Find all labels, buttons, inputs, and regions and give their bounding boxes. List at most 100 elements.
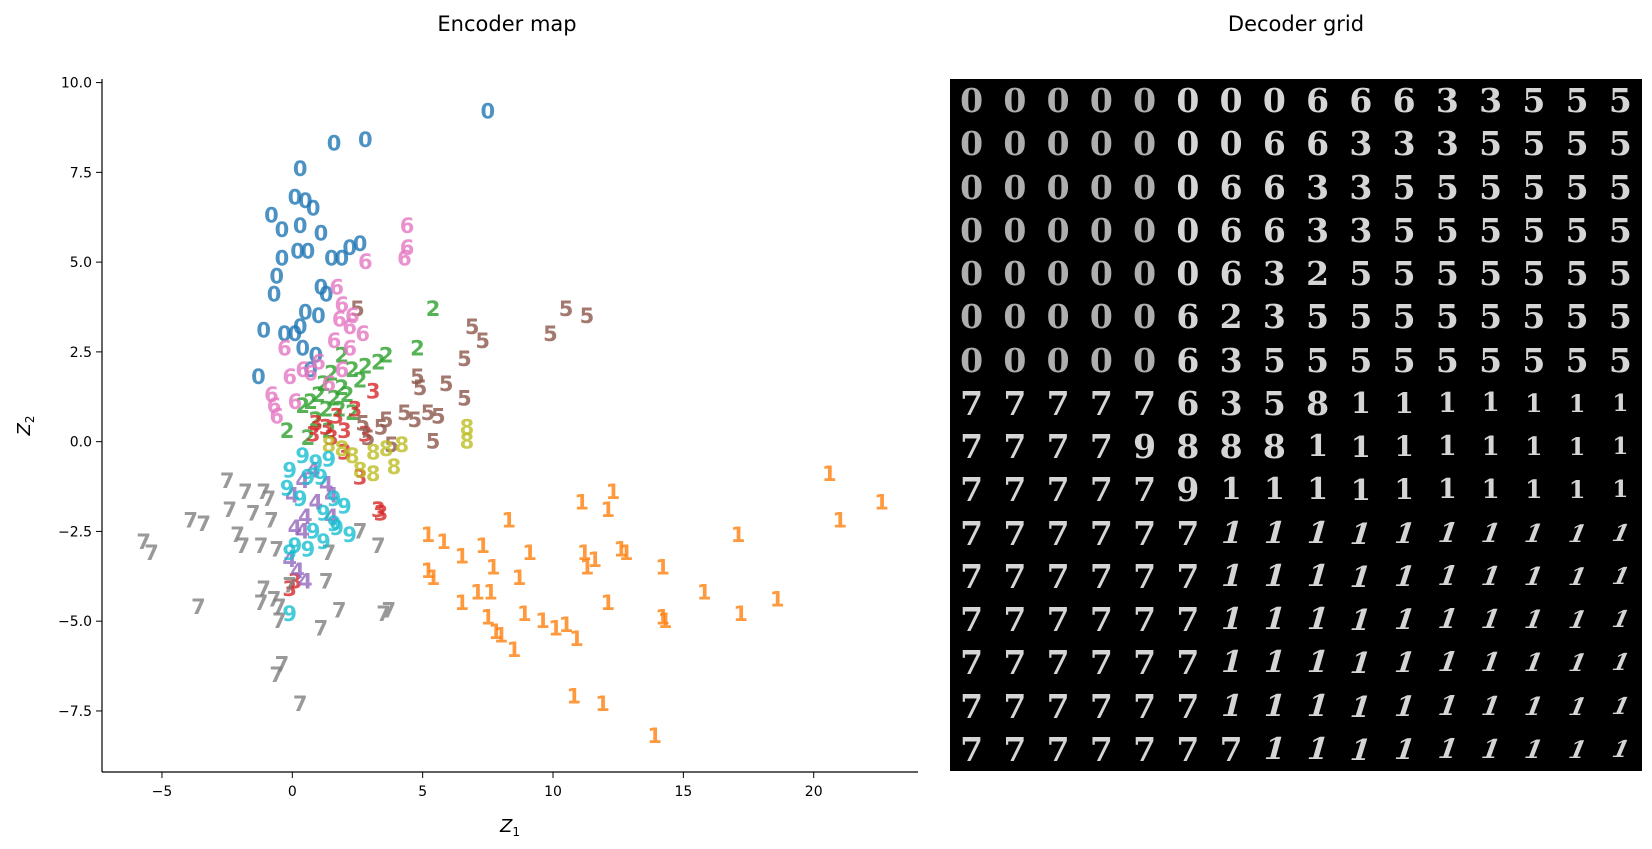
digit-marker-9: 9	[282, 458, 297, 482]
decoded-digit-cell: 0	[1046, 340, 1070, 380]
decoded-digit-cell: 7	[960, 470, 984, 510]
x-tick-label: 20	[805, 784, 823, 800]
decoded-digit-cell: 0	[1003, 340, 1027, 380]
decoded-digit-cell: 5	[1306, 297, 1330, 337]
decoded-digit-cell: 7	[1003, 513, 1027, 553]
decoded-digit-cell: 7	[960, 643, 984, 683]
digit-marker-1: 1	[600, 498, 615, 522]
decoded-digit-cell: 0	[1089, 210, 1113, 250]
digit-marker-6: 6	[342, 315, 357, 339]
digit-marker-6: 6	[295, 358, 310, 382]
decoded-digit-cell: 5	[1435, 297, 1459, 337]
digit-marker-8: 8	[460, 430, 475, 454]
decoded-digit-cell: 3	[1219, 340, 1243, 380]
decoded-digit-cell: 7	[1046, 513, 1070, 553]
digit-marker-6: 6	[327, 329, 342, 353]
digit-marker-9: 9	[314, 466, 329, 490]
digit-marker-8: 8	[394, 433, 409, 457]
decoded-digit-cell: 3	[1392, 124, 1416, 164]
digit-marker-9: 9	[295, 444, 310, 468]
decoded-digit-cell: 5	[1435, 210, 1459, 250]
decoded-digit-cell: 7	[1046, 729, 1070, 769]
digit-marker-9: 9	[301, 466, 316, 490]
digit-marker-1: 1	[559, 613, 574, 637]
x-tick-label: 10	[544, 784, 562, 800]
decoded-digit-cell: 3	[1306, 167, 1330, 207]
decoded-digit-cell: 1	[1394, 430, 1414, 464]
decoded-digit-cell: 7	[960, 686, 984, 726]
decoded-digit-cell: 0	[1176, 254, 1200, 294]
digit-marker-2: 2	[311, 383, 326, 407]
digit-marker-5: 5	[465, 315, 480, 339]
digit-marker-1: 1	[548, 616, 563, 640]
digit-marker-0: 0	[293, 157, 308, 181]
decoded-digit-cell: 7	[1003, 383, 1027, 423]
digit-marker-4: 4	[295, 519, 310, 543]
digit-marker-0: 0	[275, 247, 290, 271]
decoded-digit-cell: 5	[1565, 167, 1589, 207]
digit-marker-9: 9	[321, 448, 336, 472]
digit-marker-0: 0	[358, 128, 373, 152]
decoded-digit-cell: 5	[1479, 297, 1503, 337]
digit-marker-9: 9	[316, 530, 331, 554]
decoded-digit-cell: 5	[1608, 297, 1632, 337]
digit-marker-5: 5	[379, 408, 394, 432]
digit-marker-0: 0	[290, 239, 305, 263]
digit-marker-8: 8	[345, 444, 360, 468]
decoded-digit-cell: 7	[1089, 383, 1113, 423]
decoded-digit-cell: 7	[1133, 383, 1157, 423]
digit-marker-1: 1	[475, 534, 490, 558]
x-tick-label: 15	[674, 784, 692, 800]
digit-marker-7: 7	[353, 519, 368, 543]
digit-marker-0: 0	[298, 189, 313, 213]
decoded-digit-cell: 6	[1176, 383, 1200, 423]
decoded-digit-cell: 7	[1089, 643, 1113, 683]
x-tick-label: 0	[288, 784, 297, 800]
digit-marker-2: 2	[332, 397, 347, 421]
x-tick-label: −5	[152, 784, 173, 800]
decoded-digit-cell: 0	[1089, 81, 1113, 121]
decoded-digit-cell: 3	[1435, 81, 1459, 121]
decoded-digit-cell: 0	[1003, 254, 1027, 294]
decoded-digit-cell: 7	[1176, 643, 1200, 683]
digit-marker-8: 8	[353, 458, 368, 482]
decoded-digit-cell: 1	[1350, 472, 1371, 507]
digit-marker-5: 5	[361, 426, 376, 450]
digit-marker-2: 2	[335, 343, 350, 367]
decoded-digit-cell: 3	[1479, 81, 1503, 121]
digit-marker-6: 6	[335, 293, 350, 317]
digit-marker-7: 7	[371, 534, 386, 558]
digit-marker-1: 1	[481, 606, 496, 630]
x-axis-label: Z1	[499, 816, 520, 839]
decoded-digit-cell: 7	[1046, 686, 1070, 726]
decoded-digit-cell: 5	[1435, 167, 1459, 207]
digit-marker-0: 0	[314, 221, 329, 245]
digit-marker-1: 1	[501, 509, 516, 533]
digit-marker-7: 7	[254, 534, 269, 558]
digit-marker-6: 6	[400, 236, 415, 260]
digit-marker-7: 7	[332, 598, 347, 622]
decoded-digit-cell: 1	[1525, 475, 1543, 505]
digit-marker-0: 0	[275, 218, 290, 242]
decoded-digit-cell: 3	[1349, 124, 1373, 164]
decoded-digit-cell: 6	[1262, 124, 1286, 164]
digit-marker-2: 2	[410, 336, 425, 360]
decoded-digit-cell: 8	[1262, 427, 1286, 467]
digit-marker-2: 2	[345, 358, 360, 382]
decoded-digit-cell: 6	[1306, 124, 1330, 164]
decoded-digit-cell: 5	[1608, 124, 1632, 164]
decoded-digit-cell: 1	[1612, 389, 1629, 417]
decoded-digit-cell: 7	[1003, 686, 1027, 726]
digit-marker-7: 7	[191, 595, 206, 619]
digit-marker-1: 1	[647, 724, 662, 748]
decoded-digit-cell: 7	[1133, 643, 1157, 683]
decoded-digit-cell: 7	[1089, 513, 1113, 553]
decoded-digit-cell: 1	[1307, 429, 1329, 465]
digit-marker-2: 2	[358, 354, 373, 378]
digit-marker-0: 0	[308, 343, 323, 367]
digit-marker-1: 1	[619, 541, 634, 565]
decoded-digit-cell: 7	[1176, 686, 1200, 726]
decoded-digit-cell: 5	[1608, 340, 1632, 380]
digit-marker-0: 0	[324, 247, 339, 271]
